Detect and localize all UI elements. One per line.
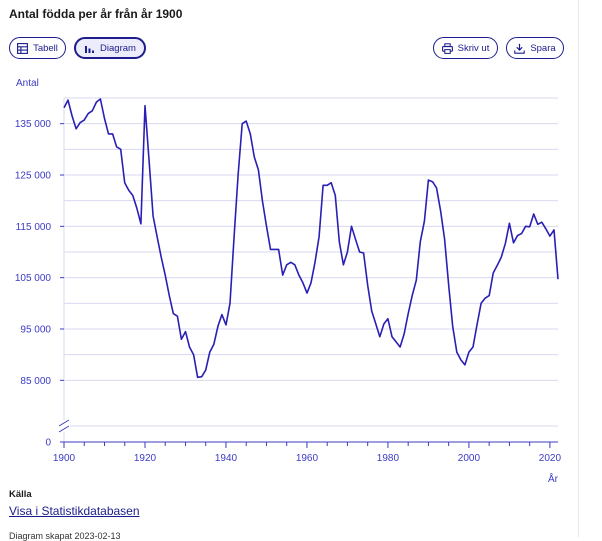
table-view-label: Tabell xyxy=(33,42,58,54)
axis-break-mark xyxy=(58,425,70,433)
axis-break-mark xyxy=(58,419,70,427)
x-axis-ticks: 1900 1920 1940 1960 1980 2000 2020 xyxy=(53,442,562,464)
statistics-database-link[interactable]: Visa i Statistikdatabasen xyxy=(9,504,140,518)
table-icon xyxy=(17,42,29,54)
save-label: Spara xyxy=(530,42,556,54)
print-button[interactable]: Skriv ut xyxy=(433,37,498,59)
y-tick-label: 95 000 xyxy=(20,325,51,336)
chart-view-button[interactable]: Diagram xyxy=(74,37,146,59)
births-line-chart: Antal 0 85 000 95 000 105 000 115 000 125 000… xyxy=(15,78,562,485)
printer-icon xyxy=(441,42,453,54)
bar-chart-icon xyxy=(85,45,95,53)
source-label: Källa xyxy=(9,489,32,500)
x-tick-label: 2000 xyxy=(458,453,481,464)
axis-break-gap xyxy=(58,421,70,431)
y-tick-label: 115 000 xyxy=(16,222,52,233)
chart-created-note: Diagram skapat 2023-02-13 xyxy=(9,531,121,541)
chart-title: Antal födda per år från år 1900 xyxy=(9,7,183,21)
x-tick-label: 1960 xyxy=(296,453,319,464)
axis-break xyxy=(58,419,70,433)
y-tick-label: 135 000 xyxy=(15,119,52,130)
y-axis-title: Antal xyxy=(16,78,39,89)
x-tick-label: 1920 xyxy=(134,453,157,464)
panel-right-border xyxy=(578,0,579,537)
save-button[interactable]: Spara xyxy=(506,37,564,59)
y-tick-label: 125 000 xyxy=(15,171,52,182)
x-tick-label: 2020 xyxy=(539,453,562,464)
chart-view-label: Diagram xyxy=(100,42,136,54)
y-tick-label: 105 000 xyxy=(15,273,52,284)
x-tick-label: 1980 xyxy=(377,453,400,464)
print-label: Skriv ut xyxy=(457,42,490,54)
download-icon xyxy=(514,43,526,54)
y-tick-label: 85 000 xyxy=(20,376,51,387)
table-view-button[interactable]: Tabell xyxy=(9,37,66,59)
y-axis-ticks: 0 85 000 95 000 105 000 115 000 125 000 135 00… xyxy=(15,119,64,449)
chart-grid xyxy=(63,97,558,443)
x-tick-label: 1940 xyxy=(215,453,238,464)
x-axis-title: År xyxy=(548,472,559,485)
births-series-line xyxy=(63,98,559,379)
y-tick-label: 0 xyxy=(45,438,51,449)
x-tick-label: 1900 xyxy=(53,453,76,464)
